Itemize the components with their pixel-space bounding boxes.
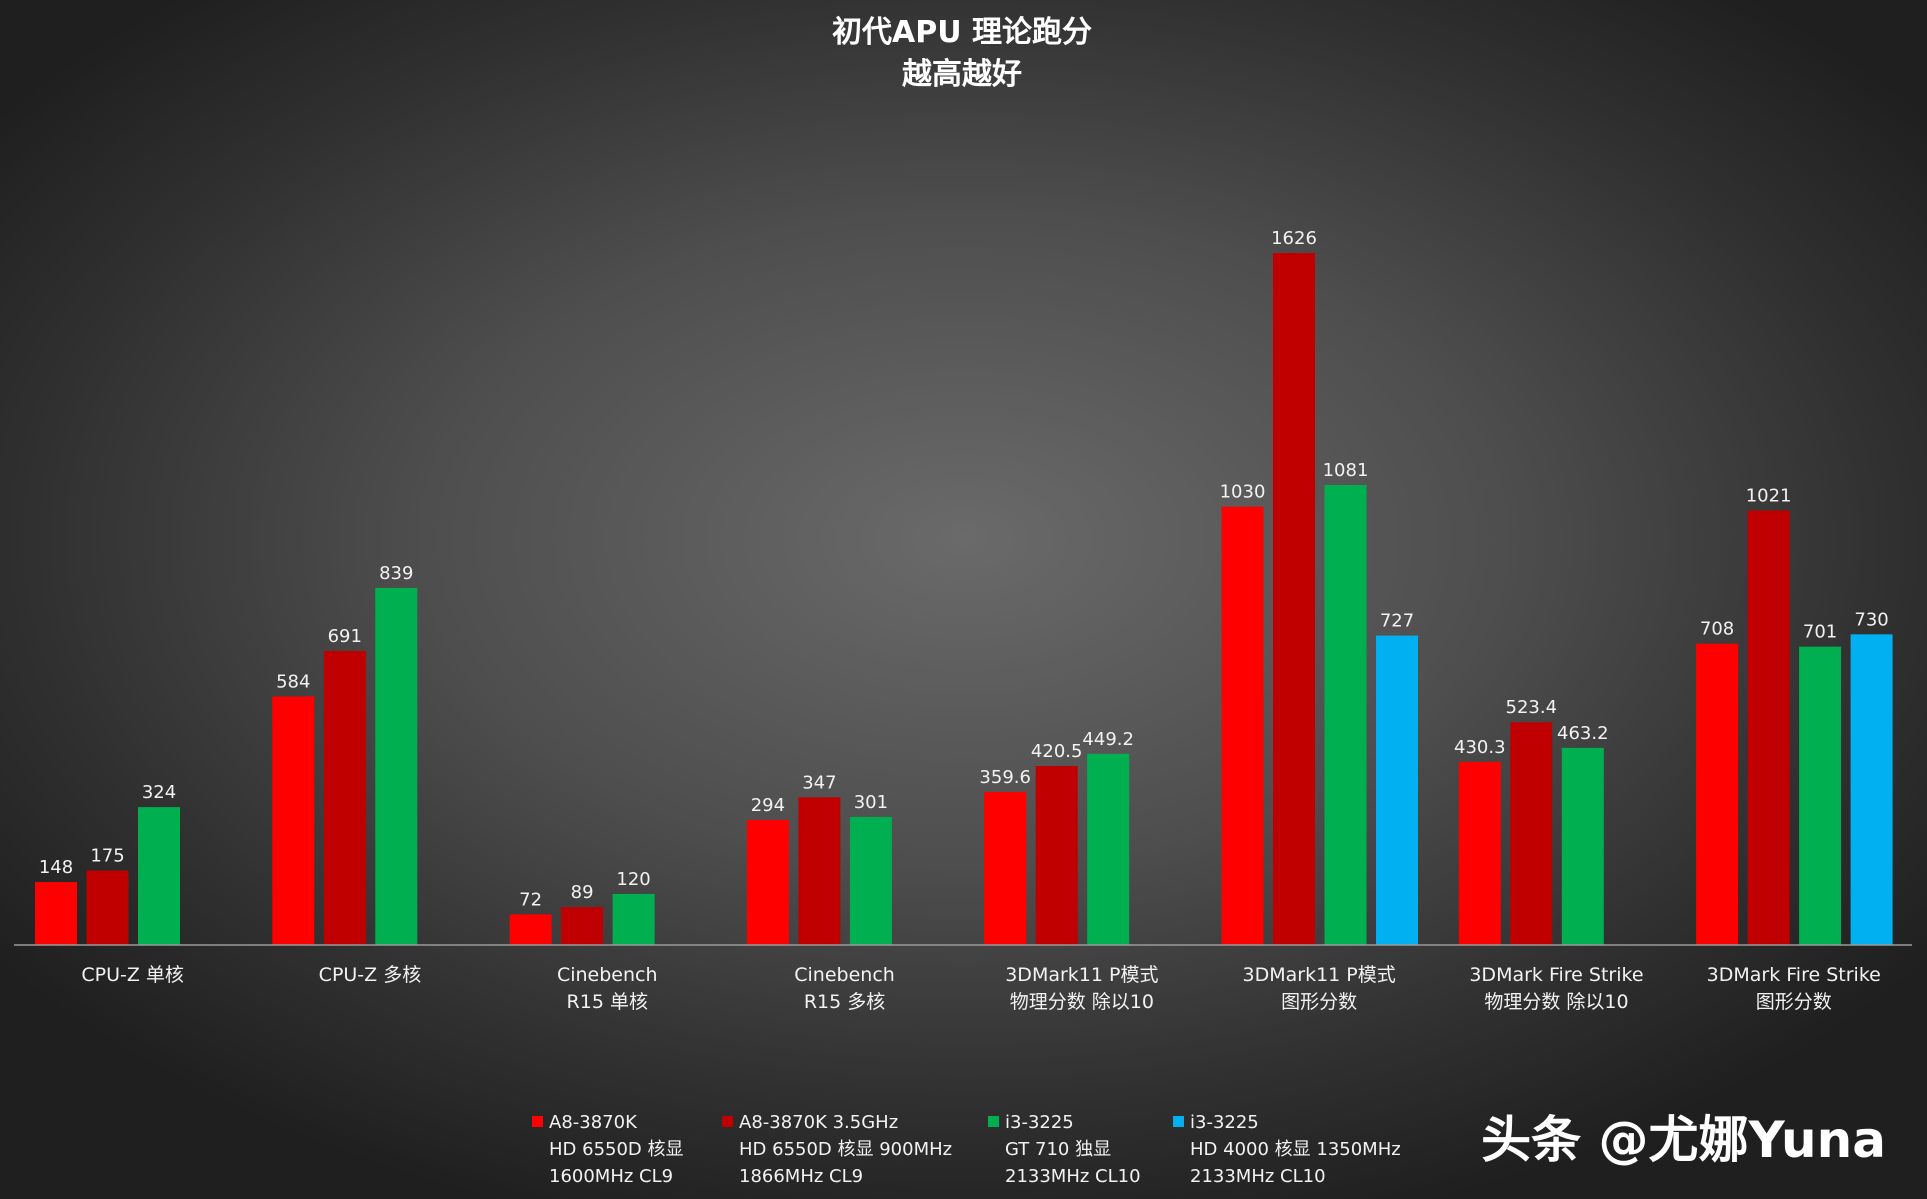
legend: A8-3870K HD 6550D 核显 1600MHz CL9 A8-3870K 3… (532, 1112, 1401, 1187)
legend-label: HD 6550D 核显 (549, 1139, 684, 1160)
bar (746, 819, 789, 945)
legend-label: HD 4000 核显 1350MHz (1190, 1139, 1401, 1160)
chart-title: 初代APU 理论跑分 (832, 15, 1092, 50)
data-label: 1081 (1323, 460, 1369, 481)
bar (1221, 506, 1264, 945)
category-label: CPU-Z 单核 (81, 964, 184, 986)
category-label: 3DMark11 P模式 (1005, 964, 1158, 986)
bar (1035, 766, 1078, 945)
data-label: 839 (379, 563, 413, 584)
category-label: Cinebench (794, 964, 895, 986)
bar (138, 807, 180, 945)
bars-layer (35, 253, 1893, 945)
data-label: 727 (1380, 611, 1414, 632)
data-label: 120 (616, 869, 650, 890)
data-label: 430.3 (1454, 737, 1506, 758)
data-label: 730 (1854, 609, 1888, 630)
legend-swatch (1173, 1116, 1184, 1127)
bar (1087, 753, 1130, 945)
data-label: 1021 (1746, 485, 1792, 506)
legend-label: A8-3870K 3.5GHz (739, 1112, 898, 1133)
legend-label: 2133MHz CL10 (1190, 1166, 1326, 1187)
data-label: 347 (802, 772, 836, 793)
data-label: 301 (854, 792, 888, 813)
data-label: 463.2 (1557, 723, 1609, 744)
legend-label: i3-3225 (1005, 1112, 1074, 1133)
bar (1324, 484, 1367, 945)
legend-swatch (722, 1116, 733, 1127)
category-label: 物理分数 除以10 (1010, 991, 1154, 1013)
bar (323, 650, 366, 945)
bar (612, 893, 655, 945)
bar (1376, 635, 1418, 945)
category-label: 图形分数 (1281, 991, 1357, 1013)
bar (1799, 646, 1842, 945)
bar (1510, 722, 1553, 945)
data-label: 691 (328, 626, 362, 647)
bar (798, 797, 841, 945)
watermark: 头条 @尤娜Yuna (1481, 1111, 1886, 1169)
bar (86, 870, 129, 945)
data-label: 175 (90, 846, 124, 867)
category-label: 物理分数 除以10 (1484, 991, 1628, 1013)
legend-label: 2133MHz CL10 (1005, 1166, 1141, 1187)
category-label: 3DMark Fire Strike (1469, 964, 1643, 986)
bar (35, 882, 77, 945)
bar (272, 696, 315, 945)
data-label: 523.4 (1506, 697, 1558, 718)
category-label: 图形分数 (1756, 991, 1832, 1013)
legend-label: i3-3225 (1190, 1112, 1259, 1133)
legend-swatch (532, 1116, 543, 1127)
data-label: 701 (1803, 622, 1837, 643)
bar (375, 587, 418, 945)
data-label: 1030 (1220, 482, 1266, 503)
legend-label: 1866MHz CL9 (739, 1166, 863, 1187)
legend-swatch (988, 1116, 999, 1127)
bar (1273, 253, 1315, 945)
category-label: Cinebench (557, 964, 658, 986)
chart-subtitle: 越高越好 (902, 57, 1022, 92)
bar (1458, 761, 1501, 945)
data-label: 359.6 (979, 767, 1031, 788)
bar (984, 791, 1027, 945)
data-label: 449.2 (1082, 729, 1134, 750)
data-label: 294 (751, 795, 785, 816)
data-label: 324 (142, 782, 176, 803)
legend-label: A8-3870K (549, 1112, 638, 1133)
legend-label: HD 6550D 核显 900MHz (739, 1139, 952, 1160)
data-label: 420.5 (1031, 741, 1083, 762)
legend-label: 1600MHz CL9 (549, 1166, 673, 1187)
data-label: 89 (571, 882, 594, 903)
bar (1696, 643, 1739, 945)
category-label: 3DMark Fire Strike (1707, 964, 1881, 986)
bar (1850, 634, 1893, 945)
data-label: 1626 (1271, 228, 1317, 249)
legend-label: GT 710 独显 (1005, 1139, 1111, 1160)
bar (1561, 747, 1604, 945)
category-label: R15 多核 (804, 991, 885, 1013)
category-labels-layer: CPU-Z 单核 CPU-Z 多核 Cinebench R15 单核 Cinebench… (81, 964, 1880, 1013)
bar (509, 914, 552, 945)
bar (1747, 510, 1790, 945)
category-label: 3DMark11 P模式 (1243, 964, 1396, 986)
data-label: 708 (1700, 619, 1734, 640)
category-label: R15 单核 (567, 991, 648, 1013)
bar (561, 907, 604, 945)
data-label: 584 (276, 671, 310, 692)
data-label: 148 (39, 857, 73, 878)
bar (849, 816, 892, 945)
category-label: CPU-Z 多核 (319, 964, 422, 986)
data-label: 72 (519, 889, 542, 910)
